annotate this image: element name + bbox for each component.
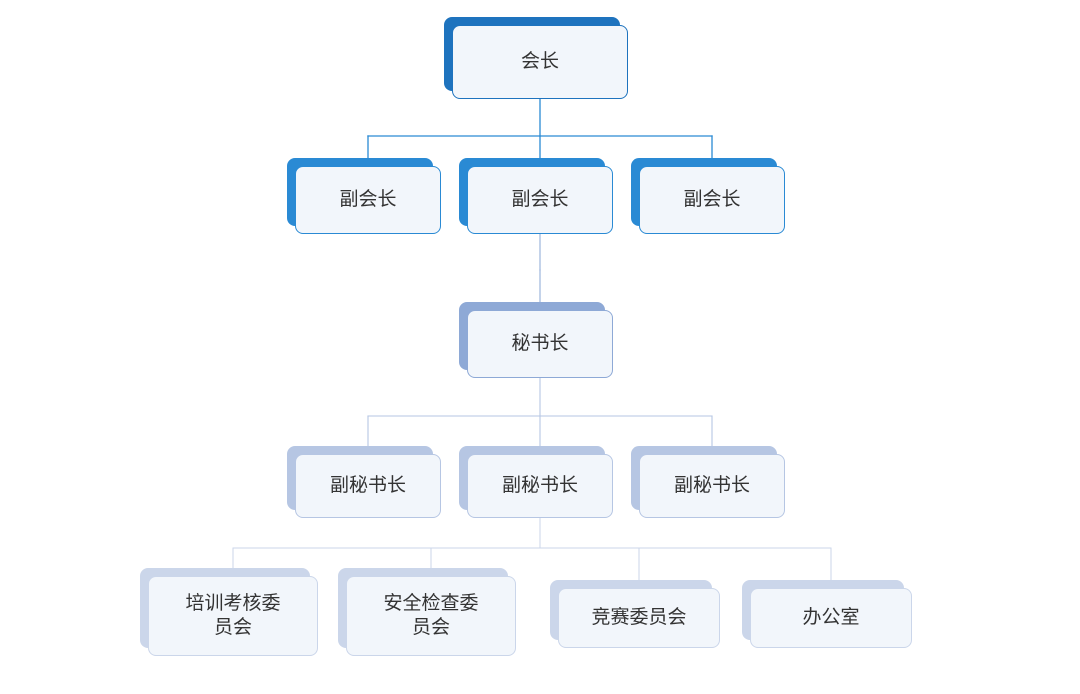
org-node-label: 副秘书长 bbox=[674, 474, 750, 498]
org-node-vp3: 副会长 bbox=[631, 158, 785, 234]
org-node-label: 副秘书长 bbox=[502, 474, 578, 498]
org-node-label: 秘书长 bbox=[511, 332, 568, 356]
org-node-label: 副秘书长 bbox=[330, 474, 406, 498]
org-chart: 会长副会长 副会长 副会长秘书长副秘书长 副秘书长 副秘书长培训考核委员会 安全检查委员会… bbox=[0, 0, 1080, 694]
org-node-label: 办公室 bbox=[802, 606, 859, 630]
org-node-front: 副会长 bbox=[467, 166, 613, 234]
org-node-dsg1: 副秘书长 bbox=[287, 446, 441, 518]
org-node-label: 会长 bbox=[521, 50, 559, 74]
org-node-dsg3: 副秘书长 bbox=[631, 446, 785, 518]
org-node-c_office: 办公室 bbox=[742, 580, 912, 648]
org-node-front: 副秘书长 bbox=[639, 454, 785, 518]
org-node-secgen: 秘书长 bbox=[459, 302, 613, 378]
org-node-label: 安全检查委员会 bbox=[383, 592, 478, 640]
org-node-label: 培训考核委员会 bbox=[185, 592, 280, 640]
org-node-label: 副会长 bbox=[339, 188, 396, 212]
org-node-front: 副秘书长 bbox=[467, 454, 613, 518]
org-node-dsg2: 副秘书长 bbox=[459, 446, 613, 518]
org-node-c_safety: 安全检查委员会 bbox=[338, 568, 516, 656]
org-node-label: 副会长 bbox=[683, 188, 740, 212]
org-node-front: 会长 bbox=[452, 25, 628, 99]
org-node-front: 秘书长 bbox=[467, 310, 613, 378]
org-node-front: 副会长 bbox=[639, 166, 785, 234]
org-node-c_compete: 竞赛委员会 bbox=[550, 580, 720, 648]
org-node-front: 办公室 bbox=[750, 588, 912, 648]
org-node-front: 培训考核委员会 bbox=[148, 576, 318, 656]
org-node-label: 副会长 bbox=[511, 188, 568, 212]
org-node-president: 会长 bbox=[444, 17, 628, 99]
org-node-c_train: 培训考核委员会 bbox=[140, 568, 318, 656]
org-node-label: 竞赛委员会 bbox=[591, 606, 686, 630]
org-node-vp1: 副会长 bbox=[287, 158, 441, 234]
org-node-front: 副秘书长 bbox=[295, 454, 441, 518]
org-node-front: 安全检查委员会 bbox=[346, 576, 516, 656]
org-node-front: 副会长 bbox=[295, 166, 441, 234]
org-node-vp2: 副会长 bbox=[459, 158, 613, 234]
org-node-front: 竞赛委员会 bbox=[558, 588, 720, 648]
